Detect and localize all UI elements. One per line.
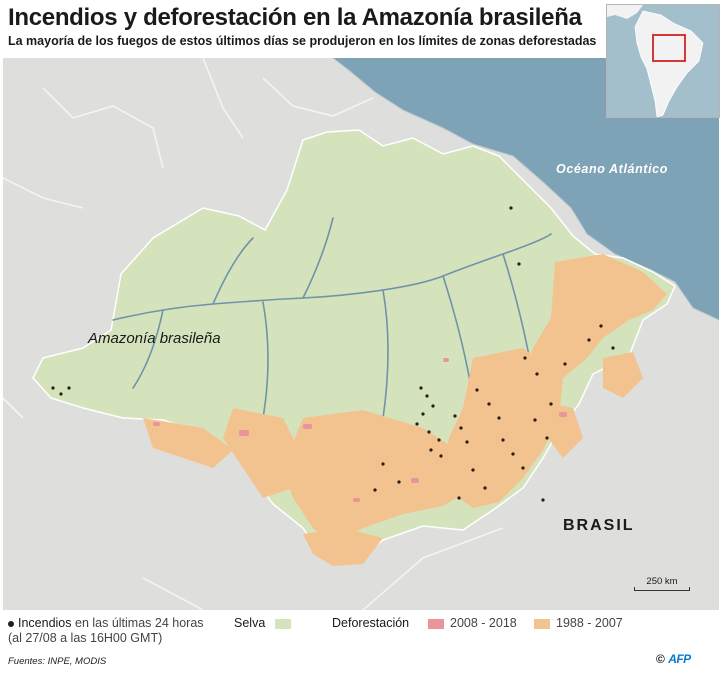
south-america-outline [634,10,704,117]
inset-locator-map [606,4,720,118]
scale-ruler [634,587,690,591]
afp-logo: AFP [668,652,691,666]
fire-dot-icon [8,620,14,627]
inset-highlight-box [652,34,686,62]
map-subtitle: La mayoría de los fuegos de estos último… [8,34,597,48]
credit: © AFP [656,652,691,666]
country-label: BRASIL [563,517,635,534]
ocean-label: Océano Atlántico [556,162,668,176]
recent-swatch-icon [428,618,444,629]
legend-fires: Incendios en las últimas 24 horas (al 27… [8,616,204,645]
north-america-outline [607,5,643,19]
amazon-map [3,58,719,610]
region-label: Amazonía brasileña [88,330,221,347]
legend-period-recent: 2008 - 2018 [418,616,517,630]
legend-fires-detail: en las últimas 24 horas [75,616,204,630]
legend-forest-label: Selva [234,616,266,630]
deforestation-1988-2007 [143,254,667,566]
atlantic-ocean [333,58,719,320]
scale-text: 250 km [646,576,678,587]
copyright-symbol: © [656,652,665,666]
legend-forest: Selva [234,616,297,630]
rivers [112,217,552,419]
legend-fires-label: Incendios [18,616,72,630]
old-swatch-icon [534,618,550,629]
legend-period-old: 1988 - 2007 [524,616,623,630]
scale-bar: 250 km [632,576,692,592]
deforestation-2008-2018 [153,358,567,502]
map-title: Incendios y deforestación en la Amazonía… [8,4,582,31]
country-borders [3,58,504,610]
fire-points [51,206,615,502]
sources-note: Fuentes: INPE, MODIS [8,656,107,667]
legend-period-recent-label: 2008 - 2018 [450,616,517,630]
map-legend: Incendios en las últimas 24 horas (al 27… [8,614,708,650]
coastline [332,58,719,321]
legend-deforestation-label: Deforestación [332,616,410,630]
legend-fires-date: (al 27/08 a las 16H00 GMT) [8,631,163,645]
legend-period-old-label: 1988 - 2007 [556,616,623,630]
forest-swatch-icon [275,618,292,629]
